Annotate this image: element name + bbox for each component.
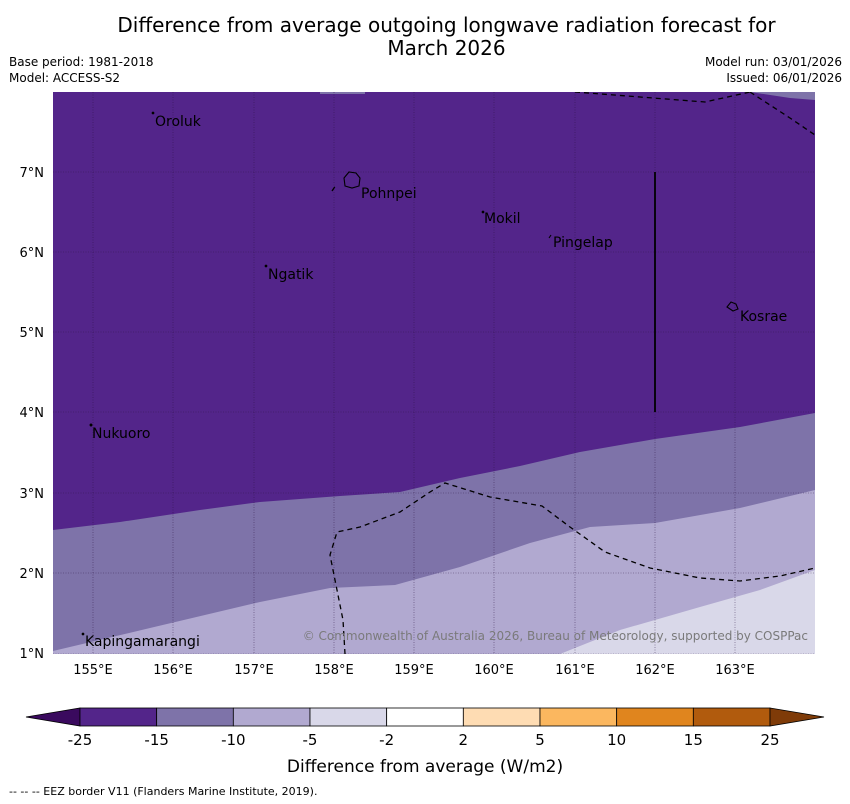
base-period: Base period: 1981-2018 [9,55,154,69]
colorbar-segment [692,707,771,727]
lon-label: 158°E [314,663,354,678]
map-area: Oroluk Pohnpei Mokil Pingelap Ngatik Kos… [53,92,815,654]
place-ngatik: Ngatik [268,267,314,283]
colorbar-tick-label: 5 [535,731,545,749]
lon-label: 161°E [555,663,595,678]
place-pingelap: Pingelap [553,235,613,251]
colorbar-arrow-low [25,707,81,727]
lon-label: 159°E [394,663,434,678]
lat-label: 2°N [20,567,45,582]
ngatik-mark [264,264,268,268]
pingelap-mark [548,234,552,239]
lat-label: 1°N [20,647,45,662]
footnote: -- -- -- EEZ border V11 (Flanders Marine… [9,785,318,798]
title-line-2: March 2026 [387,36,506,60]
lon-label: 163°E [715,663,755,678]
eez-borders [329,92,815,654]
colorbar-tick-label: -15 [144,731,169,749]
lat-label: 6°N [20,246,45,261]
band-minus5-to-minus10 [53,490,815,654]
colorbar-segment [156,707,234,727]
colorbar-segment [309,707,388,727]
colorbar-segment [79,707,158,727]
place-pohnpei: Pohnpei [361,186,417,202]
lon-label: 160°E [474,663,514,678]
issued-date: Issued: 06/01/2026 [726,71,842,85]
place-labels: Oroluk Pohnpei Mokil Pingelap Ngatik Kos… [85,114,787,650]
kapinga-mark [81,632,85,636]
lon-label: 156°E [153,663,193,678]
place-kapingamarangi: Kapingamarangi [85,634,200,650]
colorbar-segment [232,707,311,727]
colorbar-tick-label: 2 [459,731,469,749]
colorbar-tick-label: -5 [303,731,318,749]
pohnpei-outline [343,171,361,189]
colorbar-tick-label: -25 [68,731,93,749]
lon-label: 157°E [234,663,274,678]
place-oroluk: Oroluk [155,114,202,130]
mokil-mark [481,210,485,214]
lat-label: 3°N [20,487,45,502]
map-title: Difference from average outgoing longwav… [0,14,850,60]
place-kosrae: Kosrae [740,309,787,325]
colorbar-tick-label: 15 [684,731,703,749]
lat-label: 4°N [20,406,45,421]
colorbar-segment [462,707,541,727]
colorbar-segment [386,707,464,727]
gridlines [53,92,815,654]
colorbar-tick-label: 25 [760,731,779,749]
copyright-notice: © Commonwealth of Australia 2026, Bureau… [303,629,808,643]
meta-right: Model run: 03/01/2026 Issued: 06/01/2026 [705,54,842,86]
colorbar-segment [539,707,618,727]
model-name: Model: ACCESS-S2 [9,71,121,85]
lat-label: 7°N [20,166,45,181]
top-patch-left [320,92,365,94]
lat-label: 5°N [20,326,45,341]
lon-labels: 155°E 156°E 157°E 158°E 159°E 160°E 161°… [73,663,755,678]
nukuoro-mark [89,423,93,427]
place-mokil: Mokil [484,211,521,227]
top-patch-right [750,92,815,100]
colorbar-tick-label: 10 [607,731,626,749]
colorbar-tick-label: -2 [379,731,394,749]
title-line-1: Difference from average outgoing longwav… [117,13,776,37]
colorbar-segment [616,707,694,727]
lon-label: 155°E [73,663,113,678]
islands [81,111,739,636]
colorbar-tick-label: -10 [221,731,246,749]
colorbar-label: Difference from average (W/m2) [287,757,563,777]
kosrae-outline [726,301,739,312]
oroluk-mark [151,111,155,115]
place-nukuoro: Nukuoro [92,426,150,442]
colorbar: -25 -15 -10 -5 -2 2 5 10 15 25 Difference from av… [25,707,825,777]
colorbar-arrow-high [769,707,825,727]
model-run: Model run: 03/01/2026 [704,55,842,69]
band-minus2-to-minus5 [560,570,815,654]
lon-label: 162°E [635,663,675,678]
meta-left: Base period: 1981-2018 Model: ACCESS-S2 [9,54,154,86]
lat-labels: 7°N 6°N 5°N 4°N 3°N 2°N 1°N [20,166,45,662]
